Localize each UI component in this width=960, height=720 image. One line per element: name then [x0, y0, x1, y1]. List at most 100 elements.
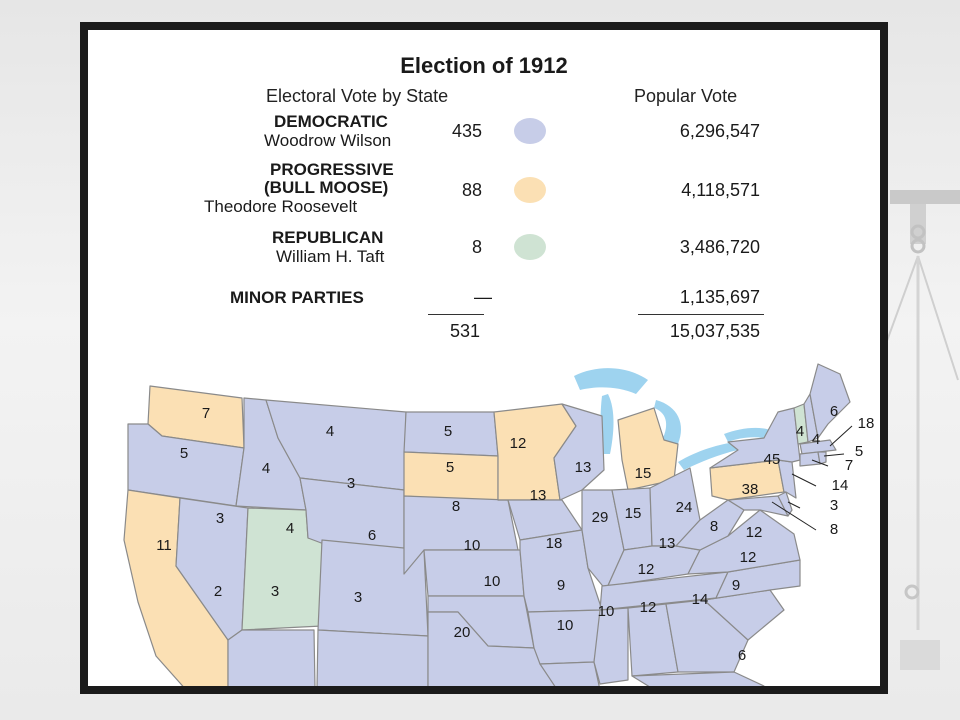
state-maryland — [727, 495, 789, 517]
ev-label-mississippi: 10 — [598, 603, 615, 620]
popular-vote-republican: 3,486,720 — [679, 237, 760, 257]
ev-label-north-dakota: 5 — [444, 423, 452, 440]
ev-label-illinois: 29 — [592, 509, 609, 526]
ev-label-montana: 4 — [326, 423, 334, 440]
ev-label-georgia: 14 — [692, 591, 709, 608]
ev-label-new-hampshire: 4 — [812, 431, 820, 448]
state-rhode-island — [817, 451, 827, 465]
ev-label-missouri: 18 — [546, 535, 563, 552]
ev-label-utah: 4 — [286, 520, 294, 537]
ev-label-north-carolina: 12 — [740, 549, 757, 566]
state-michigan — [617, 407, 679, 491]
ev-label-connecticut: 7 — [845, 457, 853, 474]
state-maine — [809, 363, 851, 439]
popular-vote-progressive: 4,118,571 — [681, 180, 760, 200]
map-panel: Election of 1912 Electoral Vote by State… — [88, 30, 880, 686]
state-massachusetts — [799, 439, 837, 455]
state-mississippi — [593, 607, 629, 685]
state-wisconsin — [553, 403, 605, 501]
party-name-democratic: DEMOCRATIC — [274, 112, 388, 131]
party-name-minor: MINOR PARTIES — [230, 288, 364, 307]
lake-michigan — [600, 394, 614, 454]
electoral-votes-republican: 8 — [471, 237, 482, 257]
state-new-mexico — [316, 629, 429, 686]
ev-label-tennessee: 12 — [638, 561, 655, 578]
electoral-votes-democratic: 435 — [451, 121, 482, 141]
popular-total-rule — [638, 314, 764, 315]
candidate-roosevelt: Theodore Roosevelt — [204, 197, 358, 216]
ev-label-oklahoma: 10 — [484, 573, 501, 590]
ev-label-new-mexico: 3 — [354, 589, 362, 606]
scale-decoration — [879, 190, 960, 670]
ev-label-indiana: 15 — [625, 505, 642, 522]
ev-label-nevada: 3 — [216, 510, 224, 527]
candidate-wilson: Woodrow Wilson — [264, 131, 392, 150]
lake-ontario — [724, 427, 770, 442]
ev-label-wyoming: 3 — [347, 475, 355, 492]
lake-superior — [574, 368, 648, 394]
party-name-progressive: PROGRESSIVE — [270, 160, 394, 179]
ev-label-arkansas: 9 — [557, 577, 565, 594]
swatch-democratic — [514, 118, 546, 144]
popular-vote-democratic: 6,296,547 — [679, 121, 760, 141]
ev-label-new-york: 45 — [764, 451, 781, 468]
swatch-republican — [514, 234, 546, 260]
electoral-vote-header: Electoral Vote by State — [266, 86, 449, 106]
electoral-total-rule — [428, 314, 484, 315]
party-name-progressive-line2: (BULL MOOSE) — [264, 178, 389, 197]
ev-label-kentucky: 13 — [659, 535, 676, 552]
candidate-taft: William H. Taft — [276, 247, 385, 266]
state-delaware — [777, 491, 793, 517]
ev-label-colorado: 6 — [368, 527, 376, 544]
us-electoral-map: 7 5 11 2 4 3 4 3 4 3 6 3 5 5 8 10 10 20 … — [123, 363, 875, 686]
lake-erie — [678, 442, 738, 470]
ev-label-washington: 7 — [202, 405, 210, 422]
ev-label-wisconsin: 13 — [575, 459, 592, 476]
ev-label-maine: 6 — [830, 403, 838, 420]
state-new-york — [709, 407, 801, 469]
ev-label-california: 11 — [156, 537, 172, 554]
ev-label-south-dakota: 5 — [446, 459, 454, 476]
ev-label-louisiana: 10 — [557, 617, 574, 634]
ev-label-nebraska: 8 — [452, 498, 460, 515]
ev-label-california-2: 2 — [214, 583, 222, 600]
ev-label-kansas: 10 — [464, 537, 481, 554]
ev-label-pennsylvania: 38 — [742, 481, 759, 498]
ev-label-iowa: 13 — [530, 487, 547, 504]
state-georgia — [665, 599, 749, 673]
callout-lines — [771, 425, 853, 531]
ev-label-vermont: 4 — [796, 423, 804, 440]
state-louisiana — [539, 661, 600, 686]
ev-label-maryland: 8 — [830, 521, 838, 538]
popular-vote-total: 15,037,535 — [669, 321, 760, 341]
state-connecticut — [799, 451, 821, 467]
slide-frame: Election of 1912 Electoral Vote by State… — [80, 22, 888, 694]
ev-label-new-jersey: 14 — [832, 477, 849, 494]
electoral-votes-minor: — — [474, 287, 492, 307]
electoral-votes-total: 531 — [449, 321, 480, 341]
popular-vote-header: Popular Vote — [634, 86, 738, 106]
state-arizona — [227, 629, 316, 686]
ev-label-virginia: 12 — [746, 524, 763, 541]
ev-label-minnesota: 12 — [510, 435, 527, 452]
ev-label-michigan: 15 — [635, 465, 652, 482]
ev-label-alabama: 12 — [640, 599, 657, 616]
party-name-republican: REPUBLICAN — [272, 228, 384, 247]
state-virginia — [687, 509, 801, 575]
ev-label-idaho: 4 — [262, 460, 270, 477]
ev-label-florida: 6 — [738, 647, 746, 664]
state-florida — [631, 671, 765, 686]
ev-label-south-carolina: 9 — [732, 577, 740, 594]
popular-vote-minor: 1,135,697 — [679, 287, 760, 307]
map-title: Election of 1912 — [400, 53, 568, 78]
ev-label-massachusetts: 18 — [858, 415, 875, 432]
state-kansas — [423, 549, 525, 597]
lake-huron — [654, 400, 682, 444]
swatch-progressive — [514, 177, 546, 203]
ev-label-texas: 20 — [454, 624, 471, 641]
electoral-votes-progressive: 88 — [461, 180, 482, 200]
ev-label-west-virginia: 8 — [710, 518, 718, 535]
ev-label-arizona: 3 — [271, 583, 279, 600]
ev-label-rhode-island: 5 — [855, 443, 863, 460]
ev-label-delaware: 3 — [830, 497, 838, 514]
